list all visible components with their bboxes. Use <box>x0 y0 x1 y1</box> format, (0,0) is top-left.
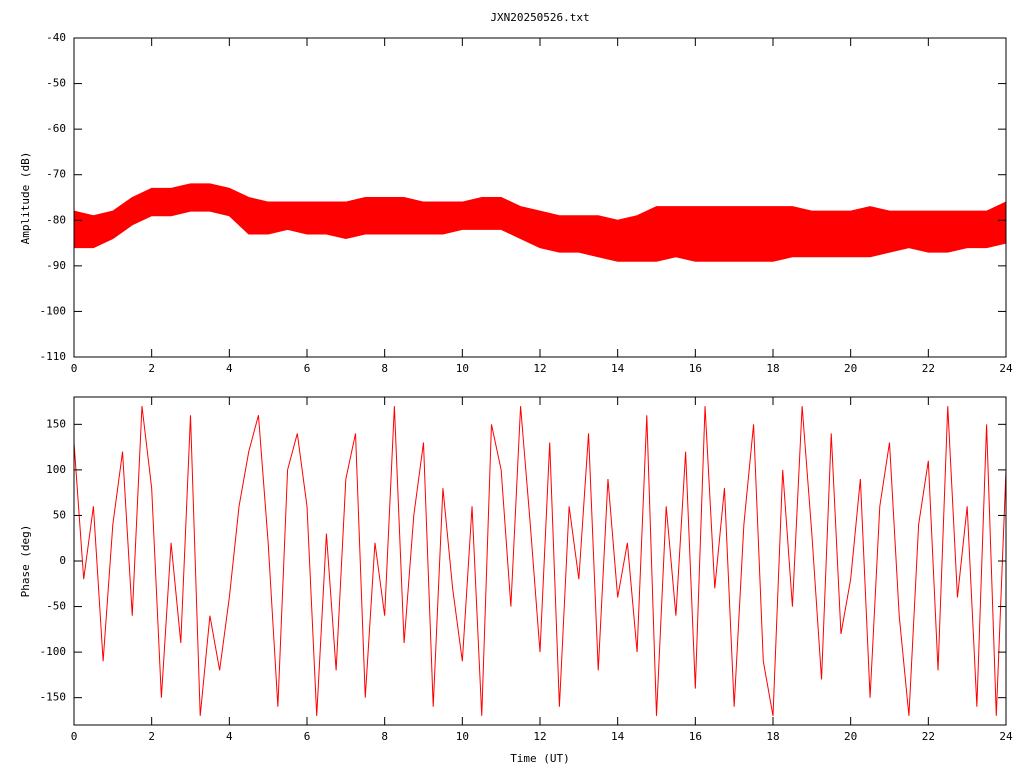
x-tick-label: 8 <box>381 362 388 375</box>
x-tick-label: 2 <box>148 730 155 743</box>
y-axis-label: Amplitude (dB) <box>19 152 32 245</box>
y-tick-label: -60 <box>46 122 66 135</box>
x-tick-label: 24 <box>999 730 1013 743</box>
x-tick-label: 6 <box>304 730 311 743</box>
x-tick-label: 12 <box>533 362 546 375</box>
y-axis-label: Phase (deg) <box>19 525 32 598</box>
x-tick-label: 8 <box>381 730 388 743</box>
x-tick-label: 10 <box>456 730 469 743</box>
x-tick-label: 14 <box>611 362 625 375</box>
y-tick-label: -100 <box>40 645 67 658</box>
plot-frame <box>73 396 1007 726</box>
y-tick-label: 50 <box>53 508 66 521</box>
x-tick-label: 12 <box>533 730 546 743</box>
chart-title: JXN20250526.txt <box>490 11 589 24</box>
x-tick-label: 22 <box>922 730 935 743</box>
y-tick-label: 150 <box>46 417 66 430</box>
amplitude-band <box>74 183 1006 262</box>
x-tick-label: 14 <box>611 730 625 743</box>
x-axis-label: Time (UT) <box>510 752 570 765</box>
y-tick-label: -100 <box>40 304 67 317</box>
y-tick-label: -90 <box>46 259 66 272</box>
y-tick-label: -110 <box>40 350 67 363</box>
x-tick-label: 18 <box>766 362 779 375</box>
y-tick-label: -50 <box>46 77 66 90</box>
x-tick-label: 16 <box>689 730 702 743</box>
y-tick-label: -70 <box>46 168 66 181</box>
y-tick-label: 0 <box>59 554 66 567</box>
x-tick-label: 4 <box>226 362 233 375</box>
x-tick-label: 20 <box>844 362 857 375</box>
x-tick-label: 22 <box>922 362 935 375</box>
x-tick-label: 24 <box>999 362 1013 375</box>
y-tick-label: -50 <box>46 600 66 613</box>
y-tick-label: -80 <box>46 213 66 226</box>
x-tick-label: 0 <box>71 730 78 743</box>
x-tick-label: 6 <box>304 362 311 375</box>
x-tick-label: 18 <box>766 730 779 743</box>
y-tick-label: -150 <box>40 691 67 704</box>
x-tick-label: 4 <box>226 730 233 743</box>
x-tick-label: 16 <box>689 362 702 375</box>
x-tick-label: 10 <box>456 362 469 375</box>
phase-line <box>74 406 1006 716</box>
x-tick-label: 0 <box>71 362 78 375</box>
plot-frame <box>73 37 1007 358</box>
x-tick-label: 20 <box>844 730 857 743</box>
y-tick-label: -40 <box>46 31 66 44</box>
y-tick-label: 100 <box>46 463 66 476</box>
x-tick-label: 2 <box>148 362 155 375</box>
